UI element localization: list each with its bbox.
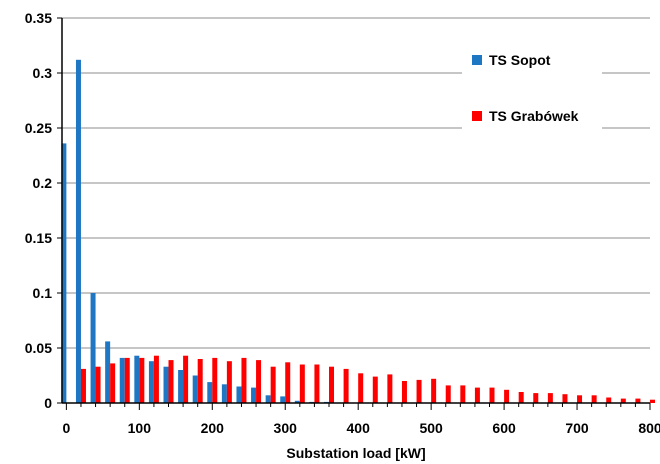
- gridlines: [62, 17, 650, 349]
- x-tick-label-3: 300: [274, 420, 298, 436]
- bar-series-0-3: [105, 341, 111, 403]
- bar-series-1-18: [329, 366, 335, 403]
- bar-series-1-16: [299, 364, 305, 403]
- bar-series-1-13: [256, 360, 262, 403]
- bar-series-1-40: [650, 399, 655, 403]
- bar-series-1-6: [153, 355, 159, 403]
- bar-series-1-23: [401, 381, 407, 403]
- y-tick-label-2: 0.1: [33, 285, 53, 301]
- bar-series-0-14: [265, 395, 271, 403]
- y-tick-label-4: 0.2: [33, 175, 53, 191]
- bar-series-1-24: [416, 379, 422, 403]
- bar-series-1-21: [372, 376, 378, 403]
- legend: TS Sopot TS Grabówek: [462, 38, 602, 138]
- bar-series-0-0: [61, 143, 67, 403]
- bar-series-0-8: [178, 370, 184, 403]
- bar-series-1-19: [343, 368, 349, 403]
- bar-series-1-22: [387, 374, 393, 403]
- bar-series-0-2: [90, 293, 96, 403]
- bar-series-1-33: [547, 393, 553, 403]
- bar-series-1-7: [168, 360, 174, 403]
- bar-series-1-35: [577, 395, 583, 403]
- y-tick-label-3: 0.15: [25, 230, 52, 246]
- bar-series-0-4: [119, 357, 125, 403]
- bar-series-1-14: [270, 366, 276, 403]
- bar-series-1-25: [431, 378, 437, 403]
- y-tick-label-7: 0.35: [25, 10, 52, 26]
- bar-series-1-39: [635, 398, 641, 403]
- bar-series-1-36: [591, 395, 597, 403]
- bar-series-0-12: [236, 386, 242, 403]
- bar-series-1-30: [504, 389, 510, 403]
- bar-series-0-16: [294, 400, 300, 403]
- bar-series-1-3: [110, 363, 116, 403]
- y-tick-label-5: 0.25: [25, 120, 52, 136]
- bar-series-1-2: [95, 366, 101, 403]
- y-tick-label-0: 0: [44, 395, 52, 411]
- bar-series-1-26: [445, 385, 451, 403]
- bar-series-1-12: [241, 357, 247, 403]
- bar-series-1-20: [358, 373, 364, 403]
- bar-series-1-34: [562, 394, 568, 403]
- bar-series-1-9: [197, 359, 203, 403]
- legend-background: [462, 38, 602, 138]
- x-tick-label-1: 100: [128, 420, 152, 436]
- x-tick-label-0: 0: [62, 420, 70, 436]
- bar-series-1-37: [606, 397, 612, 403]
- bar-series-1-17: [314, 364, 320, 403]
- y-tick-label-1: 0.05: [25, 340, 52, 356]
- tick-labels: 0 0.05 0.1 0.15 0.2 0.25 0.3 0.35 0 100 200 300 400 5…: [25, 10, 660, 436]
- bar-series-1-1: [80, 368, 86, 403]
- bar-series-0-1: [75, 59, 81, 404]
- y-tick-label-6: 0.3: [33, 65, 53, 81]
- bar-series-1-27: [460, 385, 466, 403]
- bars: [61, 59, 655, 404]
- bar-series-1-38: [620, 398, 626, 403]
- bar-series-1-28: [474, 387, 480, 403]
- legend-label-1: TS Grabówek: [489, 108, 579, 124]
- bar-series-1-8: [183, 355, 189, 403]
- bar-series-1-31: [518, 392, 524, 403]
- bar-series-0-15: [280, 396, 286, 403]
- bar-series-1-5: [139, 357, 145, 403]
- bar-series-0-9: [192, 375, 198, 403]
- bar-series-0-11: [221, 384, 227, 403]
- x-tick-label-7: 700: [565, 420, 589, 436]
- bar-series-0-7: [163, 366, 169, 403]
- x-tick-label-4: 400: [347, 420, 371, 436]
- x-tick-label-2: 200: [201, 420, 225, 436]
- bar-series-0-13: [251, 387, 257, 403]
- axes: [57, 17, 651, 410]
- x-tick-label-8: 800: [638, 420, 660, 436]
- bar-series-0-5: [134, 355, 140, 403]
- x-tick-label-5: 500: [419, 420, 443, 436]
- bar-series-0-6: [148, 361, 154, 403]
- x-axis-title: Substation load [kW]: [286, 445, 425, 461]
- bar-series-1-32: [533, 393, 539, 403]
- bar-series-1-4: [124, 357, 130, 403]
- legend-label-0: TS Sopot: [489, 52, 551, 68]
- legend-swatch-1: [472, 111, 482, 121]
- bar-series-1-15: [285, 362, 291, 403]
- bar-series-1-10: [212, 357, 218, 403]
- legend-swatch-0: [472, 55, 482, 65]
- x-tick-label-6: 600: [492, 420, 516, 436]
- bar-series-1-29: [489, 387, 495, 403]
- bar-series-1-11: [226, 361, 232, 403]
- bar-series-0-10: [207, 382, 213, 403]
